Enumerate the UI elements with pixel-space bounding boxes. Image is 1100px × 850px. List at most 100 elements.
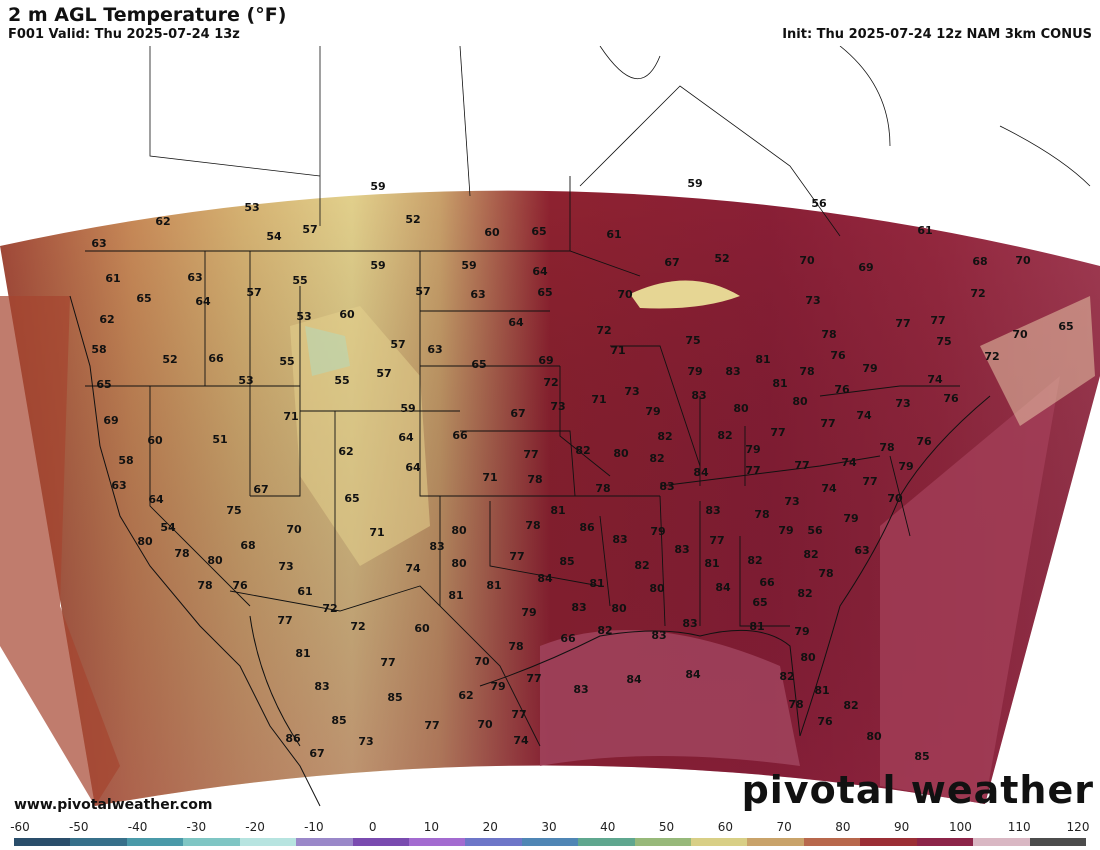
station-value: 76 (834, 383, 850, 396)
station-value: 71 (369, 526, 384, 539)
station-value: 65 (531, 225, 546, 238)
station-value: 76 (830, 349, 846, 362)
station-value: 77 (820, 417, 835, 430)
colorbar-tick-label: 20 (482, 820, 498, 834)
station-value: 78 (595, 482, 610, 495)
colorbar-segment (973, 838, 1030, 846)
station-value: 61 (105, 272, 120, 285)
station-value: 76 (916, 435, 932, 448)
station-value: 80 (207, 554, 223, 567)
station-value: 78 (788, 698, 803, 711)
station-value: 82 (779, 670, 794, 683)
station-value: 77 (511, 708, 526, 721)
station-value: 52 (405, 213, 420, 226)
station-value: 82 (717, 429, 732, 442)
station-value: 77 (526, 672, 541, 685)
station-value: 78 (197, 579, 212, 592)
coastlines (69, 295, 991, 807)
station-value: 76 (817, 715, 833, 728)
station-value: 62 (99, 313, 114, 326)
station-value: 81 (486, 579, 501, 592)
station-value: 82 (797, 587, 812, 600)
station-value: 70 (617, 288, 633, 301)
station-value: 80 (792, 395, 808, 408)
station-value: 74 (405, 562, 421, 575)
station-value: 78 (879, 441, 894, 454)
station-value: 57 (376, 367, 391, 380)
station-value: 56 (807, 524, 823, 537)
station-value: 58 (91, 343, 106, 356)
station-value: 64 (398, 431, 414, 444)
station-value: 60 (414, 622, 430, 635)
station-value: 83 (429, 540, 444, 553)
colorbar-tick-label: 0 (368, 820, 377, 834)
station-value: 65 (752, 596, 767, 609)
station-value: 68 (240, 539, 255, 552)
station-value: 64 (195, 295, 211, 308)
station-value: 80 (451, 524, 467, 537)
station-value: 72 (596, 324, 611, 337)
colorbar-tick-label: -10 (304, 820, 324, 834)
station-value: 78 (174, 547, 189, 560)
station-value: 83 (651, 629, 666, 642)
station-value: 64 (508, 316, 524, 329)
station-value: 83 (705, 504, 720, 517)
station-value: 69 (103, 414, 118, 427)
station-value: 67 (664, 256, 679, 269)
colorbar-segment (14, 838, 71, 846)
station-value: 78 (508, 640, 523, 653)
header: 2 m AGL Temperature (°F) F001 Valid: Thu… (0, 0, 1100, 46)
station-value: 67 (510, 407, 525, 420)
station-value: 63 (427, 343, 442, 356)
colorbar-tick-label: 120 (1066, 820, 1090, 834)
colorbar-segment (691, 838, 748, 846)
station-value: 72 (322, 602, 337, 615)
station-value: 64 (405, 461, 421, 474)
temperature-map[interactable]: 59 59 53 62 54 57 52 60 65 61 56 61 63 6… (0, 46, 1100, 818)
station-value: 77 (745, 464, 760, 477)
station-value: 78 (525, 519, 540, 532)
station-value: 73 (550, 400, 565, 413)
station-value: 63 (187, 271, 202, 284)
station-value: 71 (283, 410, 298, 423)
station-value: 63 (111, 479, 126, 492)
station-value: 59 (400, 402, 415, 415)
colorbar-segment (578, 838, 635, 846)
map-title: 2 m AGL Temperature (°F) (8, 4, 287, 26)
station-value: 73 (784, 495, 799, 508)
station-value: 53 (296, 310, 311, 323)
brand-logo: pivotal weather (741, 768, 1094, 812)
colorbar-segment (183, 838, 240, 846)
station-value: 83 (674, 543, 689, 556)
station-value: 77 (380, 656, 395, 669)
station-value: 73 (278, 560, 293, 573)
station-value: 82 (657, 430, 672, 443)
station-value: 79 (490, 680, 505, 693)
station-value: 77 (895, 317, 910, 330)
colorbar-segment (747, 838, 804, 846)
colorbar-segment (352, 838, 409, 846)
station-value: 57 (415, 285, 430, 298)
station-value: 77 (277, 614, 292, 627)
station-value: 79 (650, 525, 665, 538)
colorbar-tick-label: -40 (127, 820, 148, 834)
station-value: 82 (747, 554, 762, 567)
station-value: 77 (424, 719, 439, 732)
colorbar-tick-label: 90 (894, 820, 910, 834)
station-value: 79 (645, 405, 660, 418)
station-value: 61 (606, 228, 621, 241)
init-time: Init: Thu 2025-07-24 12z NAM 3km CONUS (782, 27, 1092, 42)
station-value: 69 (858, 261, 873, 274)
station-value: 59 (461, 259, 476, 272)
station-value: 81 (448, 589, 463, 602)
station-value: 70 (799, 254, 815, 267)
colorbar-tick-label: 110 (1007, 820, 1031, 834)
station-value: 54 (160, 521, 176, 534)
colorbar-tick-label: -60 (10, 820, 30, 834)
colorbar-tick-label: 70 (776, 820, 792, 834)
station-value: 61 (917, 224, 932, 237)
station-value: 73 (358, 735, 373, 748)
station-value: 63 (470, 288, 485, 301)
station-value: 79 (898, 460, 913, 473)
station-value: 65 (344, 492, 359, 505)
